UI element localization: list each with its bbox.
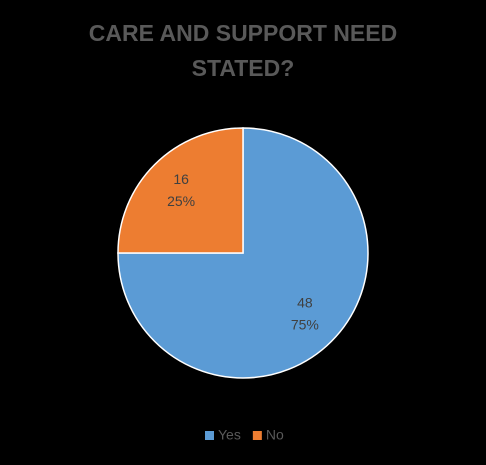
chart-title: CARE AND SUPPORT NEED STATED? (88, 20, 398, 81)
legend-swatch (205, 431, 214, 440)
percent-label: 25% (167, 193, 195, 209)
data-label: 16 (173, 171, 189, 187)
legend-swatch (252, 431, 262, 440)
legend-label: No (266, 427, 284, 443)
data-label: 48 (297, 295, 313, 311)
percent-label: 75% (291, 317, 319, 333)
pie-slice (117, 127, 244, 254)
legend-label: Yes (218, 427, 241, 443)
pie-slice (117, 127, 369, 379)
